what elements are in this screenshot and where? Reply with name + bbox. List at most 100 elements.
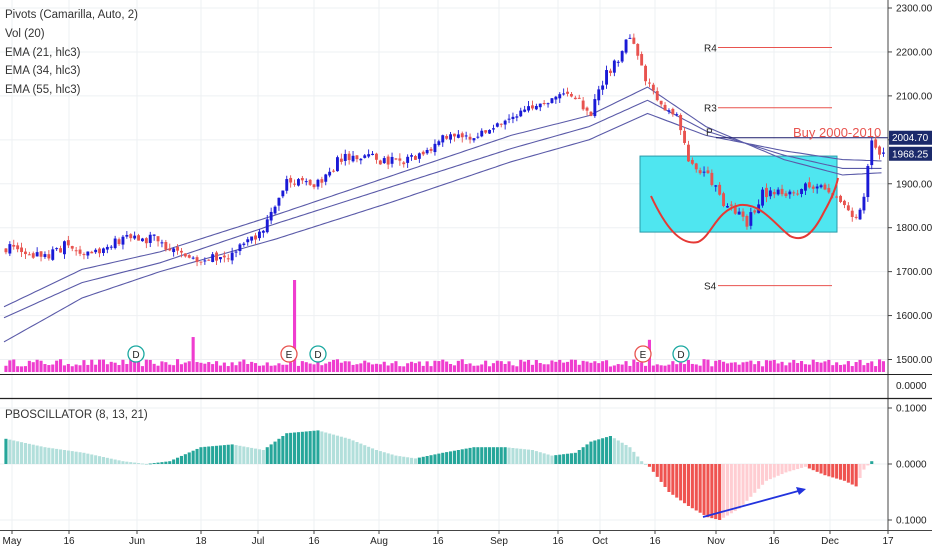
osc-bar <box>733 464 737 512</box>
volume-bar <box>382 361 386 372</box>
candle-body <box>612 60 616 73</box>
volume-bar <box>452 365 456 372</box>
osc-bar <box>168 461 172 464</box>
volume-bar <box>62 365 66 372</box>
osc-bar <box>320 431 324 464</box>
candle-body <box>281 190 285 197</box>
candle-body <box>12 244 16 247</box>
event-marker-label: E <box>640 350 647 361</box>
volume-bar <box>628 365 632 372</box>
volume-bar <box>456 360 460 372</box>
volume-bar <box>78 365 82 372</box>
osc-bar <box>285 433 289 464</box>
legend-ema34[interactable]: EMA (34, hlc3) <box>5 65 81 78</box>
legend-ema21[interactable]: EMA (21, hlc3) <box>5 46 81 59</box>
osc-bar <box>800 464 804 468</box>
osc-bar <box>761 464 765 485</box>
legend: Pivots (Camarilla, Auto, 2) Vol (20) EMA… <box>5 6 138 100</box>
candle-body <box>811 186 815 189</box>
candle-body <box>289 177 293 183</box>
osc-bar <box>807 464 811 469</box>
last-price-tag <box>889 146 932 161</box>
volume-bar <box>16 366 20 372</box>
osc-bar <box>371 448 375 464</box>
volume-bar <box>640 362 644 372</box>
volume-bar <box>250 361 254 372</box>
candle-body <box>203 260 207 262</box>
candle-body <box>694 163 698 170</box>
arrow-head <box>796 487 806 495</box>
volume-bar <box>566 361 570 372</box>
osc-bar <box>62 450 66 464</box>
candle-body <box>573 97 577 100</box>
volume-bar <box>624 361 628 372</box>
candle-body <box>328 171 332 176</box>
time-tick-label: Jul <box>252 536 265 547</box>
osc-bar <box>328 433 332 464</box>
volume-bar <box>347 361 351 372</box>
event-marker-label: D <box>314 350 321 361</box>
volume-bar <box>827 359 831 372</box>
candle-body <box>304 181 308 183</box>
osc-bar <box>296 432 300 464</box>
candle-body <box>538 103 542 108</box>
osc-bar <box>382 452 386 464</box>
volume-bar <box>363 360 367 372</box>
osc-bar <box>729 464 733 514</box>
osc-bar <box>679 464 683 501</box>
candle-body <box>180 250 183 253</box>
osc-bar <box>597 439 601 464</box>
candle-body <box>137 235 140 241</box>
legend-pivots[interactable]: Pivots (Camarilla, Auto, 2) <box>5 9 138 21</box>
candle-body <box>109 246 113 248</box>
time-tick-label: 16 <box>432 536 444 547</box>
candle-body <box>753 210 757 213</box>
pivot-label: R3 <box>704 104 717 115</box>
candle-body <box>27 254 31 256</box>
volume-bar <box>698 365 702 372</box>
volume-bar <box>768 360 772 372</box>
candle-body <box>870 140 874 166</box>
volume-bar <box>335 359 339 372</box>
volume-bar <box>55 360 59 372</box>
oscillator-legend[interactable]: PBOSCILLATOR (8, 13, 21) <box>5 409 148 421</box>
osc-bar <box>601 438 605 464</box>
candle-body <box>187 255 191 258</box>
osc-bar <box>293 432 297 464</box>
volume-bar <box>815 362 819 372</box>
candle-body <box>519 110 523 117</box>
osc-bar <box>257 449 261 464</box>
volume-bar <box>66 363 70 372</box>
osc-bar <box>870 461 874 464</box>
candle-body <box>687 144 690 162</box>
volume-bar <box>289 362 293 372</box>
volume-bar <box>831 365 835 372</box>
volume-bar <box>402 366 406 372</box>
volume-bar <box>27 360 31 372</box>
legend-vol[interactable]: Vol (20) <box>5 27 45 40</box>
volume-bar <box>811 359 815 372</box>
volume-bar <box>172 365 176 372</box>
volume-bar <box>846 361 850 372</box>
osc-bar <box>367 446 371 464</box>
legend-ema55[interactable]: EMA (55, hlc3) <box>5 84 81 97</box>
osc-bar <box>359 443 363 464</box>
osc-bar <box>441 452 445 464</box>
ema21-line <box>3 86 882 308</box>
osc-bar <box>452 450 456 464</box>
candle-body <box>733 206 737 214</box>
candle-body <box>843 200 846 206</box>
event-marker-label: E <box>286 350 293 361</box>
osc-bar <box>207 446 211 464</box>
osc-bar <box>4 438 8 464</box>
osc-bar <box>304 431 308 464</box>
volume-bar <box>109 361 113 372</box>
volume-bar <box>780 361 784 372</box>
osc-bar <box>343 437 347 464</box>
osc-bar <box>850 464 854 485</box>
candle-body <box>546 103 550 105</box>
osc-bar <box>226 444 230 464</box>
candle-body <box>152 234 156 236</box>
volume-bar <box>757 361 761 372</box>
